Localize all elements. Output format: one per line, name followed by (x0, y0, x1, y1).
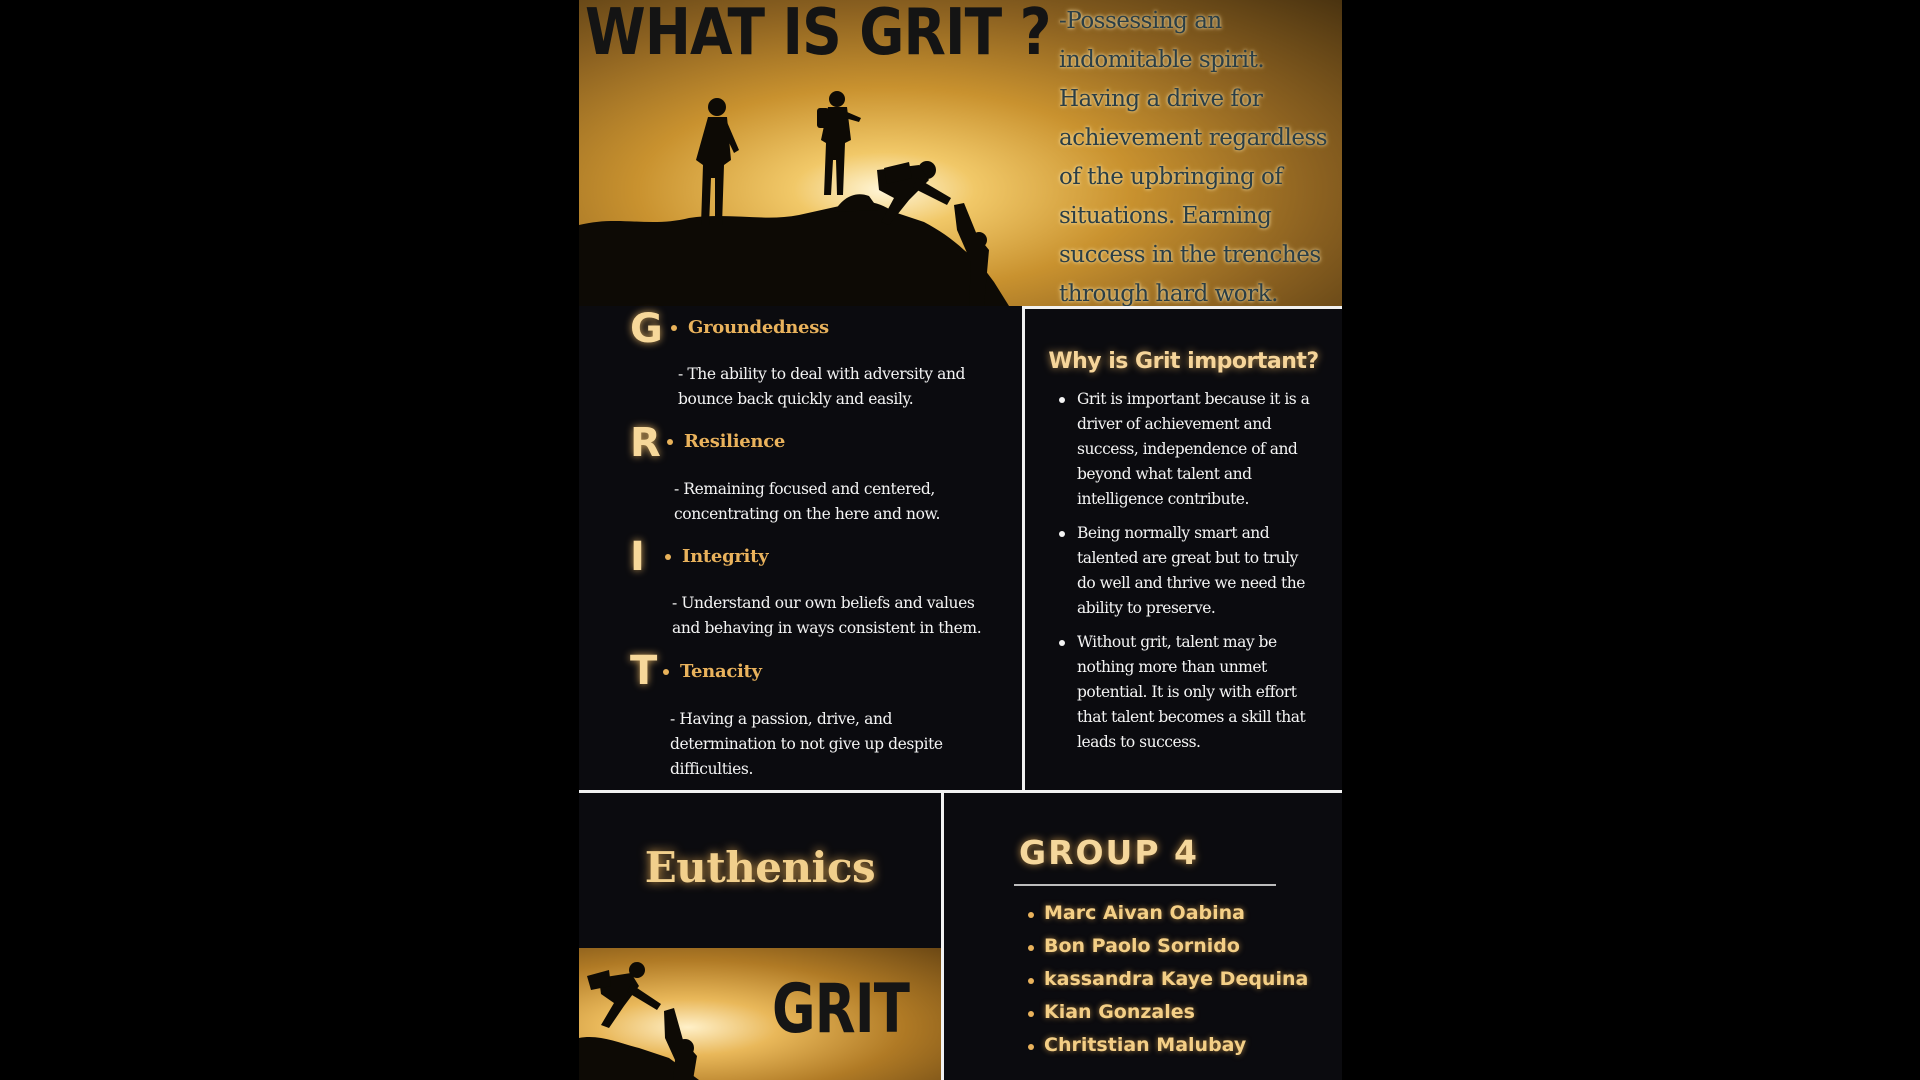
list-item: Grit is important because it is a driver… (1055, 387, 1315, 512)
helping-hand-silhouette-image (579, 962, 699, 1080)
course-title: Euthenics (644, 843, 876, 892)
divider (1014, 884, 1276, 886)
acronym-letter-g: G (630, 306, 663, 352)
acronym-letter-t: T (630, 648, 658, 694)
acronym-description-groundedness: - The ability to deal with adversity and… (678, 365, 966, 408)
member-name: Bon Paolo Sornido (1028, 930, 1308, 963)
acronym-word-resilience: Resilience (684, 431, 786, 452)
acronym-description-tenacity: - Having a passion, drive, and determina… (670, 710, 943, 778)
grit-definition: -Possessing an indomitable spirit. Havin… (1059, 8, 1328, 306)
why-grit-important-panel: Why is Grit important? Grit is important… (1025, 309, 1342, 790)
member-name: Marc Aivan Oabina (1028, 897, 1308, 930)
bullet-icon (671, 325, 677, 331)
bullet-icon (663, 669, 669, 675)
bullet-icon (667, 439, 673, 445)
group-title: GROUP 4 (1019, 833, 1199, 872)
member-name: kassandra Kaye Dequina (1028, 963, 1308, 996)
acronym-description-resilience: - Remaining focused and centered, concen… (674, 480, 941, 523)
list-item: Being normally smart and talented are gr… (1055, 521, 1315, 621)
list-item: Without grit, talent may be nothing more… (1055, 630, 1315, 755)
acronym-word-tenacity: Tenacity (680, 661, 762, 682)
hero-banner: WHAT IS GRIT ? -Possessing an indomitabl… (579, 0, 1342, 306)
acronym-word-integrity: Integrity (682, 546, 769, 567)
hero-title: WHAT IS GRIT ? (585, 0, 1052, 70)
divider (941, 793, 944, 1080)
member-name: Kian Gonzales (1028, 996, 1308, 1029)
members-list: Marc Aivan Oabina Bon Paolo Sornido kass… (1028, 897, 1308, 1062)
acronym-letter-r: R (630, 420, 661, 466)
why-points-list: Grit is important because it is a driver… (1055, 387, 1315, 764)
acronym-letter-i: I (630, 534, 645, 580)
grit-image: GRIT (579, 948, 941, 1080)
acronym-description-integrity: - Understand our own beliefs and values … (672, 594, 982, 637)
group-panel: GROUP 4 Marc Aivan Oabina Bon Paolo Sorn… (944, 793, 1342, 1080)
grit-poster: WHAT IS GRIT ? -Possessing an indomitabl… (579, 0, 1342, 1080)
bullet-icon (665, 554, 671, 560)
divider (579, 790, 1342, 793)
grit-image-word: GRIT (772, 970, 910, 1049)
climbers-silhouette-image (579, 91, 1009, 306)
acronym-word-groundedness: Groundedness (688, 317, 829, 338)
why-title: Why is Grit important? (1048, 349, 1319, 374)
member-name: Chritstian Malubay (1028, 1029, 1308, 1062)
divider (1022, 306, 1025, 790)
course-panel: Euthenics (579, 793, 941, 948)
grit-acronym-panel: G Groundedness - The ability to deal wit… (579, 306, 1022, 790)
divider (1022, 306, 1342, 309)
